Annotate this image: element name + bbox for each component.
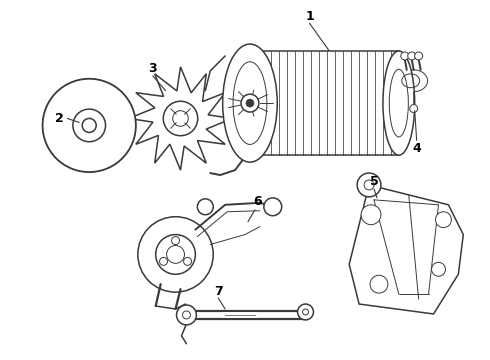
Polygon shape <box>349 185 464 314</box>
Circle shape <box>246 99 254 107</box>
Text: 3: 3 <box>148 62 157 75</box>
Circle shape <box>163 101 198 136</box>
Circle shape <box>197 199 213 215</box>
Text: 6: 6 <box>254 195 262 208</box>
Text: 2: 2 <box>55 112 64 125</box>
Ellipse shape <box>222 44 277 162</box>
Text: 5: 5 <box>369 175 378 189</box>
Circle shape <box>370 275 388 293</box>
Ellipse shape <box>383 51 415 155</box>
Text: 4: 4 <box>412 142 421 155</box>
Circle shape <box>401 52 409 60</box>
Circle shape <box>43 79 136 172</box>
Circle shape <box>436 212 451 228</box>
Circle shape <box>264 198 282 216</box>
Polygon shape <box>129 67 232 170</box>
Circle shape <box>73 109 105 142</box>
Circle shape <box>357 173 381 197</box>
Circle shape <box>432 262 445 276</box>
Circle shape <box>361 205 381 225</box>
Circle shape <box>138 217 213 292</box>
Circle shape <box>176 305 196 325</box>
Ellipse shape <box>400 70 428 92</box>
Circle shape <box>410 105 417 113</box>
Text: 1: 1 <box>305 10 314 23</box>
Circle shape <box>241 94 259 112</box>
Circle shape <box>156 235 196 274</box>
Circle shape <box>297 304 314 320</box>
Circle shape <box>408 52 416 60</box>
Text: 7: 7 <box>214 285 222 298</box>
Circle shape <box>82 118 96 132</box>
Circle shape <box>415 52 422 60</box>
